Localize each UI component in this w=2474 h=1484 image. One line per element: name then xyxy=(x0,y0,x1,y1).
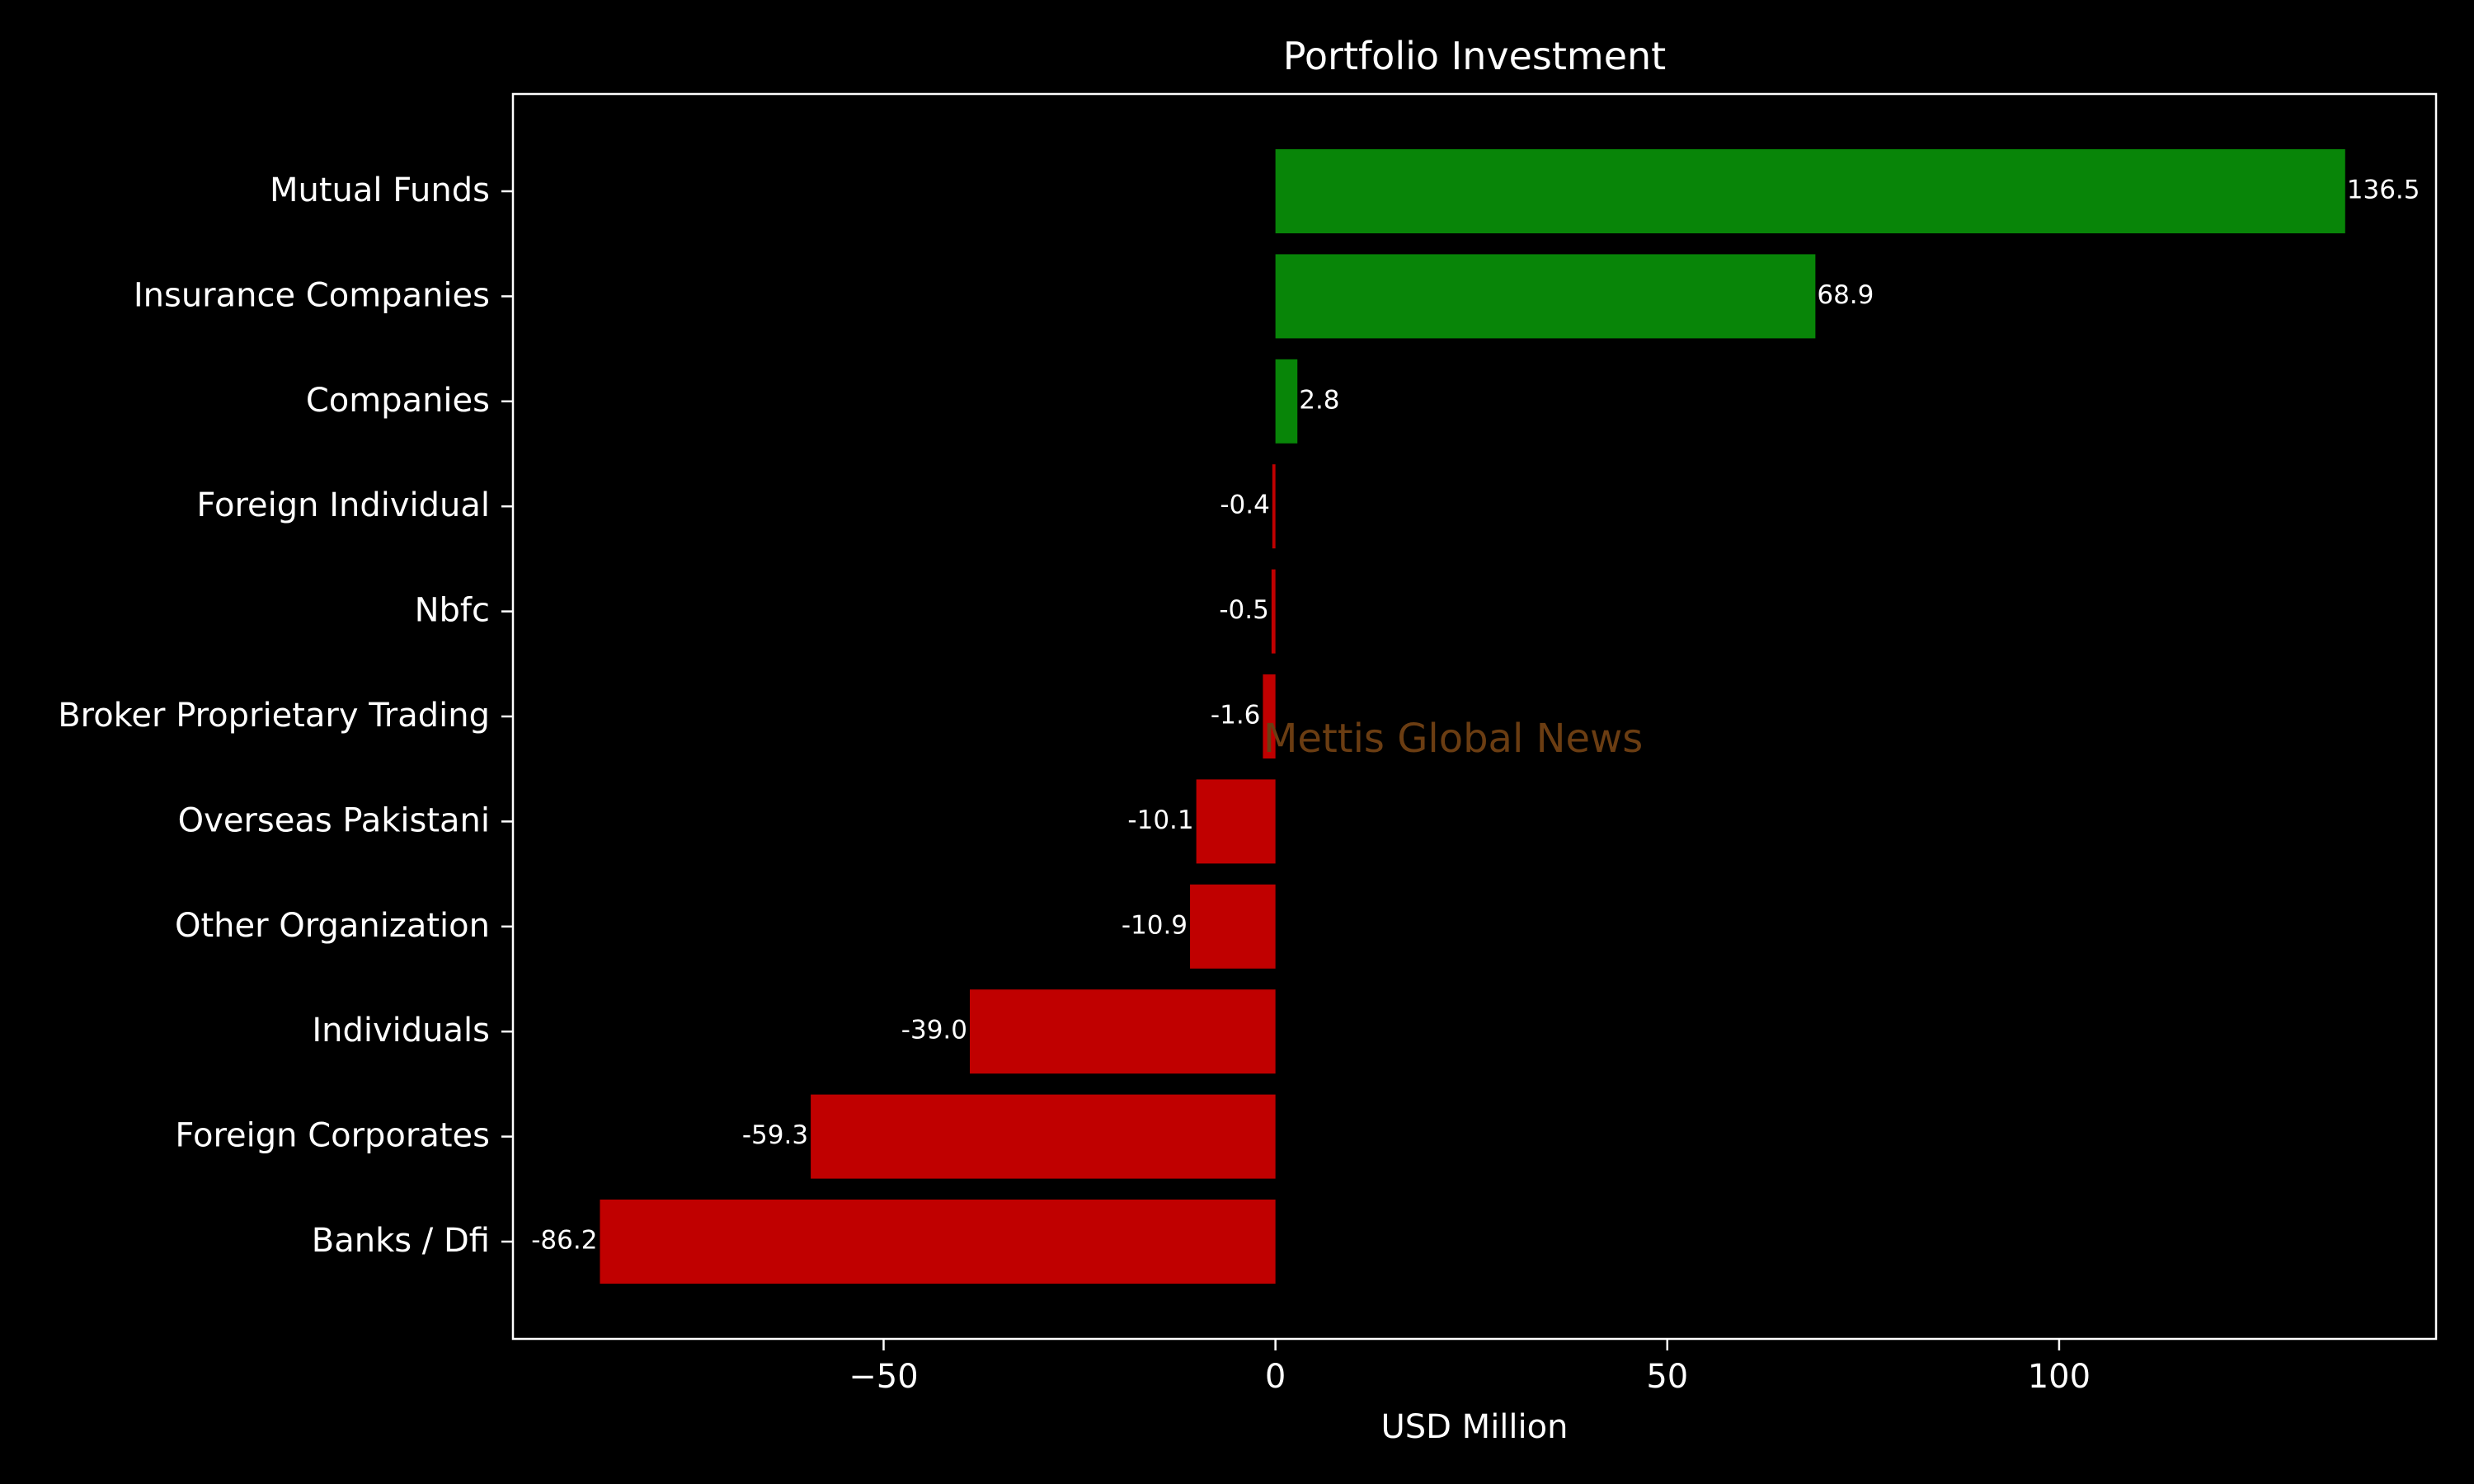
x-axis: −50 0 50 100 xyxy=(849,1339,2091,1396)
y-axis: Mutual Funds Insurance Companies Companies… xyxy=(58,171,513,1260)
bar xyxy=(1275,359,1298,444)
data-label: -1.6 xyxy=(1211,701,1261,730)
watermark-text: Mettis Global News xyxy=(1263,716,1643,762)
bar xyxy=(1271,569,1276,654)
y-tick-label: Companies xyxy=(306,382,490,420)
data-labels-layer: 136.5 68.9 2.8 -0.4 -0.5 -1.6 -10.1 -10.9 -39.0 -… xyxy=(531,176,2420,1256)
data-label: 68.9 xyxy=(1817,280,1874,310)
bar xyxy=(1263,674,1276,758)
x-tick-label: −50 xyxy=(849,1358,918,1396)
data-label: -0.5 xyxy=(1219,595,1269,625)
y-tick-label: Overseas Pakistani xyxy=(178,801,490,839)
bars-layer xyxy=(600,149,2345,1284)
data-label: -39.0 xyxy=(901,1016,967,1045)
y-tick-label: Broker Proprietary Trading xyxy=(58,697,490,735)
data-label: 136.5 xyxy=(2347,176,2420,205)
data-label: -59.3 xyxy=(742,1120,808,1150)
bar xyxy=(1272,464,1276,549)
chart-title: Portfolio Investment xyxy=(1283,34,1666,78)
bar xyxy=(811,1094,1276,1179)
y-tick-label: Banks / Dfi xyxy=(312,1222,490,1260)
y-tick-label: Mutual Funds xyxy=(270,171,490,209)
data-label: -86.2 xyxy=(531,1226,597,1256)
bar xyxy=(1190,884,1276,969)
data-label: -10.9 xyxy=(1122,910,1188,940)
x-tick-label: 0 xyxy=(1265,1358,1286,1396)
bar xyxy=(1275,149,2345,233)
x-axis-label: USD Million xyxy=(1381,1408,1569,1446)
y-tick-label: Insurance Companies xyxy=(134,276,490,314)
data-label: -10.1 xyxy=(1127,805,1193,835)
bar xyxy=(600,1200,1276,1284)
x-tick-label: 100 xyxy=(2028,1358,2091,1396)
data-label: -0.4 xyxy=(1220,491,1270,520)
y-tick-label: Foreign Corporates xyxy=(175,1117,490,1155)
y-tick-label: Other Organization xyxy=(175,907,490,945)
y-tick-label: Nbfc xyxy=(415,592,490,630)
bar xyxy=(1275,254,1816,339)
y-tick-label: Individuals xyxy=(312,1012,490,1050)
data-label: 2.8 xyxy=(1299,385,1339,415)
y-tick-label: Foreign Individual xyxy=(196,486,490,524)
plot-frame xyxy=(511,92,2438,1341)
x-tick-label: 50 xyxy=(1646,1358,1688,1396)
bar xyxy=(970,989,1276,1074)
bar xyxy=(1196,779,1276,864)
